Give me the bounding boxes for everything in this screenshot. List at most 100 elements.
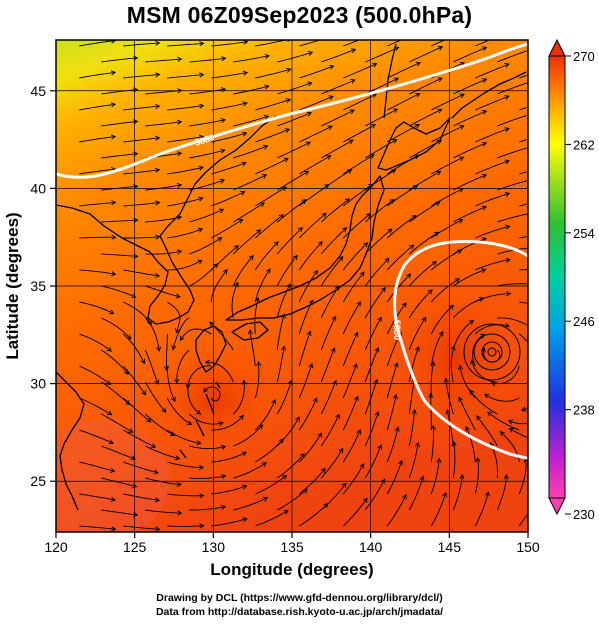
streamline-arrowhead [155,40,161,46]
streamline-arrowhead [401,302,407,308]
streamline [471,360,498,383]
streamline [276,283,291,319]
streamline-arrowhead [393,362,399,368]
streamline [255,475,287,495]
streamline [255,128,290,143]
streamline-arrowhead [105,380,112,386]
streamline-arrowhead [259,202,266,208]
streamline [211,415,244,431]
streamline-arrowhead [176,182,183,188]
streamline [431,219,463,239]
streamline-arrowhead [504,95,510,100]
streamline-arrowhead [392,139,398,144]
streamline [189,88,226,95]
streamline [276,255,298,287]
streamline-arrowhead [106,410,113,416]
streamline [518,512,528,527]
streamline [189,475,226,479]
streamline-arrowhead [390,169,397,174]
streamline [189,237,222,255]
streamline-arrowhead [155,200,161,206]
streamline [211,102,248,111]
streamline-arrowhead [377,444,383,450]
streamline-arrowhead [185,383,191,389]
streamline [254,268,271,303]
streamline [123,429,156,448]
streamline [203,386,221,402]
streamline [145,184,182,191]
streamline [166,334,168,371]
streamline-arrowhead [503,474,509,480]
streamline-arrowhead [469,389,475,395]
streamline-arrowhead [415,441,421,448]
x-axis-label: Longitude (degrees) [210,560,373,579]
streamline [409,77,443,95]
streamline [299,40,322,47]
streamline-arrowhead [220,117,227,124]
streamline [497,82,528,95]
streamline-arrowhead [305,141,311,147]
streamline [211,41,248,47]
streamline-arrowhead [155,135,161,141]
streamline-arrowhead [392,108,399,114]
streamline-arrowhead [504,127,510,133]
streamline [409,108,442,127]
streamline-arrowhead [324,184,330,189]
streamline-arrowhead [349,109,355,115]
streamline [276,380,292,415]
streamline-arrowhead [406,273,412,279]
streamline-arrowhead [481,237,487,243]
y-tick-label: 40 [30,180,46,196]
streamline-arrowhead [271,398,277,405]
streamline [101,477,137,488]
streamline [497,49,528,63]
streamline [101,285,136,298]
streamline [364,258,390,287]
streamline [298,363,313,399]
streamline [101,120,138,127]
streamline-arrowhead [374,347,380,353]
streamline [211,518,247,527]
streamline-arrowhead [428,392,434,398]
contour-label-east: 5880 [392,320,402,340]
streamline [430,458,440,495]
streamline-arrowhead [278,438,284,444]
streamline-arrowhead [338,255,344,262]
streamline-arrowhead [306,111,312,117]
streamline [277,82,312,95]
streamline-arrowhead [258,424,264,430]
streamline-arrowhead [241,161,247,167]
streamline [299,503,329,527]
streamline [450,345,455,383]
streamline-arrowhead [436,139,443,145]
streamline [188,413,223,425]
streamline-arrowhead [389,199,395,204]
streamline-arrowhead [213,263,219,269]
x-axis: 120 125 130 135 140 145 150 [44,532,540,555]
streamline [233,55,270,63]
streamline [387,40,402,47]
streamline-arrowhead [359,463,365,469]
streamline-arrowhead [176,151,183,157]
streamline-arrowhead [567,335,571,339]
colorbar-gradient [548,55,566,499]
streamline-arrowhead [427,289,433,295]
streamline-arrowhead [177,56,183,62]
streamline-arrowhead [198,464,205,470]
streamline-arrowhead [283,510,289,515]
colorbar-bottom-arrow [548,497,566,516]
streamline [167,493,204,497]
streamline-arrowhead [352,363,358,369]
streamline [232,229,261,255]
streamline [430,492,447,527]
streamline [189,445,226,450]
streamline-arrowhead [380,286,386,293]
graticule [55,40,529,532]
streamline-arrowhead [341,227,348,233]
streamline [365,169,396,191]
streamline-arrowhead [175,293,181,299]
streamline-arrowhead [234,281,239,288]
streamline [167,228,203,239]
streamline-arrowhead [398,459,404,466]
streamline-arrowhead [362,497,368,503]
